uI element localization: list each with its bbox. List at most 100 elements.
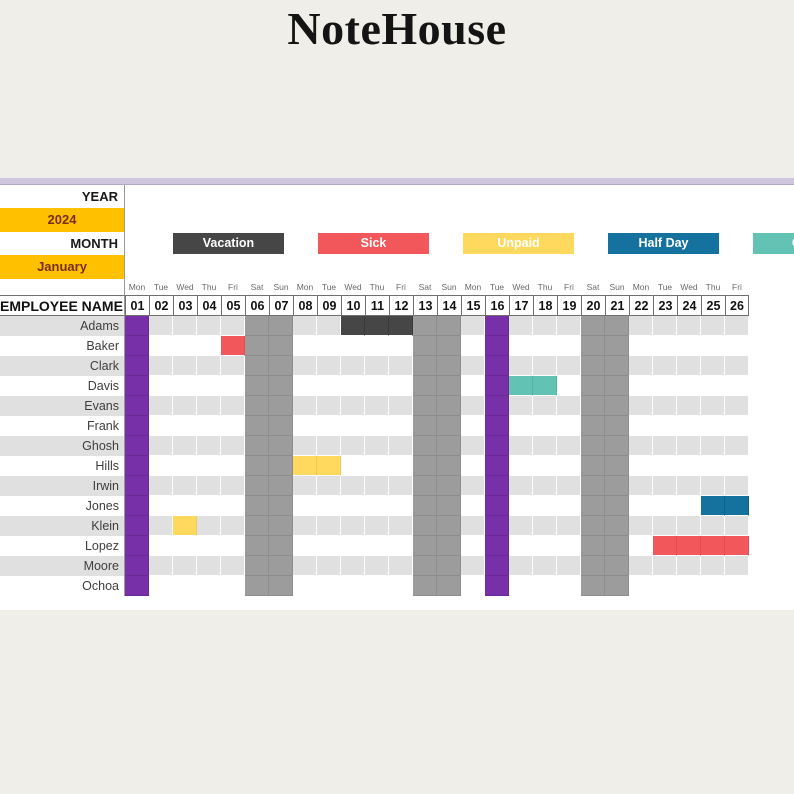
legend-chip-halfday[interactable]: Half Day — [608, 233, 719, 254]
date-header-cell[interactable]: 26 — [725, 295, 749, 316]
day-cell-empty[interactable] — [461, 396, 485, 416]
day-cell-empty[interactable] — [509, 356, 533, 376]
day-cell-empty[interactable] — [317, 316, 341, 336]
date-header-cell[interactable]: 14 — [437, 295, 461, 316]
day-cell-other[interactable] — [509, 376, 533, 396]
day-cell-empty[interactable] — [533, 316, 557, 336]
day-cell-empty[interactable] — [293, 416, 317, 436]
day-cell-empty[interactable] — [365, 436, 389, 456]
day-cell-holiday[interactable] — [125, 316, 149, 336]
date-header-cell[interactable]: 19 — [557, 295, 581, 316]
day-cell-weekend[interactable] — [245, 456, 269, 476]
employee-name-cell[interactable]: Frank — [0, 416, 125, 436]
day-cell-empty[interactable] — [725, 516, 749, 536]
day-cell-empty[interactable] — [221, 316, 245, 336]
day-cell-weekend[interactable] — [269, 496, 293, 516]
day-cell-weekend[interactable] — [605, 576, 629, 596]
day-cell-empty[interactable] — [197, 496, 221, 516]
day-cell-empty[interactable] — [389, 476, 413, 496]
day-cell-empty[interactable] — [677, 476, 701, 496]
year-value-cell[interactable]: 2024 — [0, 208, 124, 232]
day-cell-empty[interactable] — [629, 496, 653, 516]
day-cell-empty[interactable] — [317, 376, 341, 396]
date-header-cell[interactable]: 23 — [653, 295, 677, 316]
day-cell-holiday[interactable] — [485, 536, 509, 556]
date-header-cell[interactable]: 22 — [629, 295, 653, 316]
day-cell-empty[interactable] — [149, 316, 173, 336]
day-cell-weekend[interactable] — [269, 396, 293, 416]
day-cell-weekend[interactable] — [245, 576, 269, 596]
day-cell-holiday[interactable] — [125, 336, 149, 356]
date-header-cell[interactable]: 11 — [365, 295, 389, 316]
day-cell-empty[interactable] — [173, 416, 197, 436]
day-cell-empty[interactable] — [341, 576, 365, 596]
day-cell-empty[interactable] — [149, 396, 173, 416]
day-cell-empty[interactable] — [197, 476, 221, 496]
day-cell-empty[interactable] — [701, 336, 725, 356]
day-cell-empty[interactable] — [509, 476, 533, 496]
day-cell-halfday[interactable] — [725, 496, 749, 516]
day-cell-empty[interactable] — [701, 516, 725, 536]
day-cell-weekend[interactable] — [413, 476, 437, 496]
day-cell-weekend[interactable] — [269, 456, 293, 476]
day-cell-weekend[interactable] — [581, 356, 605, 376]
day-cell-weekend[interactable] — [437, 456, 461, 476]
day-cell-empty[interactable] — [533, 496, 557, 516]
day-cell-empty[interactable] — [461, 576, 485, 596]
day-cell-empty[interactable] — [341, 556, 365, 576]
day-cell-empty[interactable] — [389, 376, 413, 396]
day-cell-weekend[interactable] — [269, 316, 293, 336]
day-cell-empty[interactable] — [461, 336, 485, 356]
day-cell-weekend[interactable] — [581, 376, 605, 396]
day-cell-weekend[interactable] — [437, 516, 461, 536]
day-cell-empty[interactable] — [725, 436, 749, 456]
day-cell-weekend[interactable] — [413, 416, 437, 436]
day-cell-weekend[interactable] — [605, 496, 629, 516]
day-cell-holiday[interactable] — [125, 516, 149, 536]
employee-name-cell[interactable]: Hills — [0, 456, 125, 476]
day-cell-empty[interactable] — [461, 436, 485, 456]
day-cell-empty[interactable] — [389, 576, 413, 596]
day-cell-empty[interactable] — [317, 496, 341, 516]
day-cell-empty[interactable] — [365, 576, 389, 596]
day-cell-weekend[interactable] — [413, 496, 437, 516]
day-cell-empty[interactable] — [149, 576, 173, 596]
employee-name-cell[interactable]: Ghosh — [0, 436, 125, 456]
day-cell-weekend[interactable] — [605, 376, 629, 396]
day-cell-weekend[interactable] — [605, 436, 629, 456]
date-header-cell[interactable]: 16 — [485, 295, 509, 316]
day-cell-other[interactable] — [533, 376, 557, 396]
day-cell-holiday[interactable] — [485, 516, 509, 536]
day-cell-weekend[interactable] — [245, 436, 269, 456]
day-cell-empty[interactable] — [701, 436, 725, 456]
day-cell-weekend[interactable] — [413, 316, 437, 336]
day-cell-holiday[interactable] — [125, 536, 149, 556]
day-cell-weekend[interactable] — [437, 396, 461, 416]
day-cell-weekend[interactable] — [605, 336, 629, 356]
employee-name-cell[interactable]: Lopez — [0, 536, 125, 556]
day-cell-empty[interactable] — [197, 336, 221, 356]
day-cell-empty[interactable] — [701, 556, 725, 576]
day-cell-holiday[interactable] — [485, 576, 509, 596]
day-cell-empty[interactable] — [461, 356, 485, 376]
day-cell-empty[interactable] — [725, 396, 749, 416]
day-cell-weekend[interactable] — [437, 476, 461, 496]
day-cell-weekend[interactable] — [245, 416, 269, 436]
day-cell-weekend[interactable] — [269, 556, 293, 576]
day-cell-unpaid[interactable] — [317, 456, 341, 476]
day-cell-empty[interactable] — [461, 456, 485, 476]
date-header-cell[interactable]: 05 — [221, 295, 245, 316]
day-cell-empty[interactable] — [389, 536, 413, 556]
day-cell-empty[interactable] — [461, 536, 485, 556]
day-cell-empty[interactable] — [653, 436, 677, 456]
date-header-cell[interactable]: 03 — [173, 295, 197, 316]
day-cell-empty[interactable] — [341, 376, 365, 396]
day-cell-holiday[interactable] — [485, 436, 509, 456]
day-cell-empty[interactable] — [629, 536, 653, 556]
day-cell-weekend[interactable] — [437, 336, 461, 356]
date-header-cell[interactable]: 08 — [293, 295, 317, 316]
day-cell-empty[interactable] — [341, 396, 365, 416]
day-cell-empty[interactable] — [221, 456, 245, 476]
employee-name-cell[interactable]: Baker — [0, 336, 125, 356]
day-cell-sick[interactable] — [653, 536, 677, 556]
